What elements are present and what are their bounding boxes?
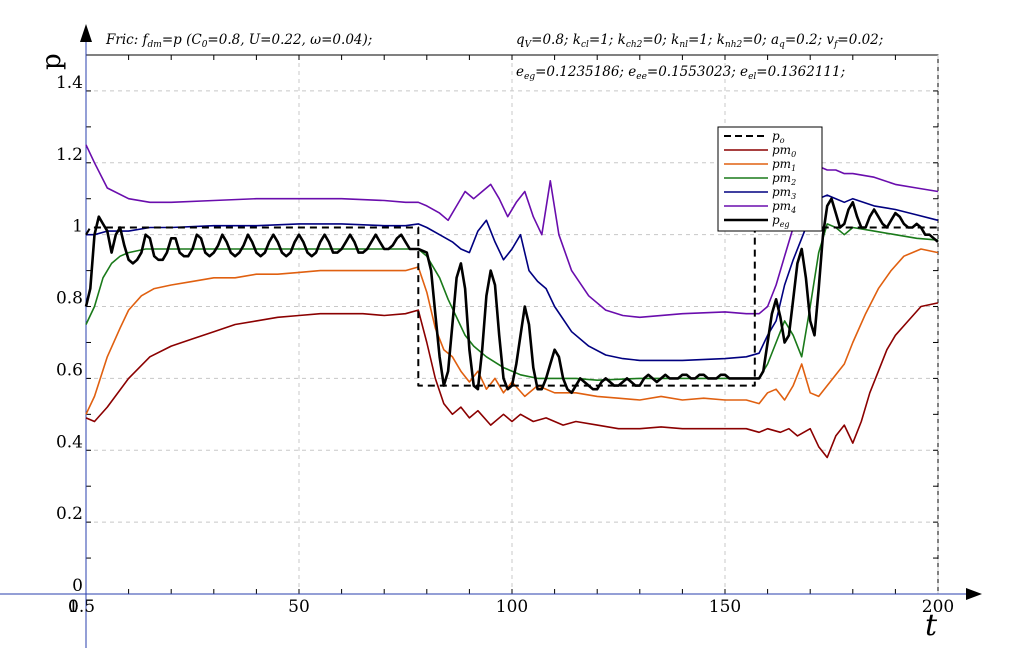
legend-label: pm3 (772, 185, 796, 201)
y-tick-label: 0.8 (56, 289, 83, 309)
legend-label: peg (772, 213, 790, 229)
y-tick-label: 1.2 (56, 145, 83, 165)
y-tick-label: 0 (72, 576, 83, 596)
y-axis-arrow-icon (80, 24, 92, 42)
x-origin-tick-label: 0.5 (68, 597, 95, 617)
model-params-text: qV=0.8; kcl=1; kch2=0; knl=1; knh2=0; aq… (516, 32, 883, 50)
x-tick-labels: 50 100 150 200 00.51 (68, 597, 954, 617)
legend-box (717, 126, 823, 232)
x-axis-label: t (925, 608, 938, 643)
x-tick-label: 50 (288, 597, 310, 617)
y-tick-label: 0.2 (56, 504, 83, 524)
y-tick-label: 0.6 (56, 360, 83, 380)
series-line-peg (84, 197, 939, 395)
friction-params-text: Fric: fdm=p (C0=0.8, U=0.22, ω=0.04); (105, 32, 372, 50)
y-tick-label: 0.4 (56, 432, 83, 452)
y-tick-labels: 0 0.2 0.4 0.6 0.8 1 1.2 1.4 (56, 73, 83, 596)
y-tick-label: 1.4 (56, 73, 83, 93)
error-values-text: eeg=0.1235186; eee=0.1553023; eel=0.1362… (516, 64, 845, 82)
x-tick-label: 150 (709, 597, 741, 617)
y-axis-label: p (37, 53, 67, 70)
x-tick-label: 100 (496, 597, 528, 617)
legend-label: pm4 (772, 199, 796, 215)
legend-label: pm1 (772, 157, 796, 173)
x-origin-tick-label: 0 (68, 597, 79, 617)
x-axis-arrow-icon (966, 588, 982, 600)
series-line-pm0 (85, 302, 939, 459)
minor-ticks (86, 55, 938, 594)
legend-label: po (772, 129, 785, 145)
legend-label: pm0 (772, 143, 796, 159)
y-tick-label: 1 (72, 217, 83, 237)
x-origin-tick-label: 1 (68, 597, 79, 617)
x-tick-label: 200 (922, 597, 954, 617)
legend-label: pm2 (772, 171, 796, 187)
